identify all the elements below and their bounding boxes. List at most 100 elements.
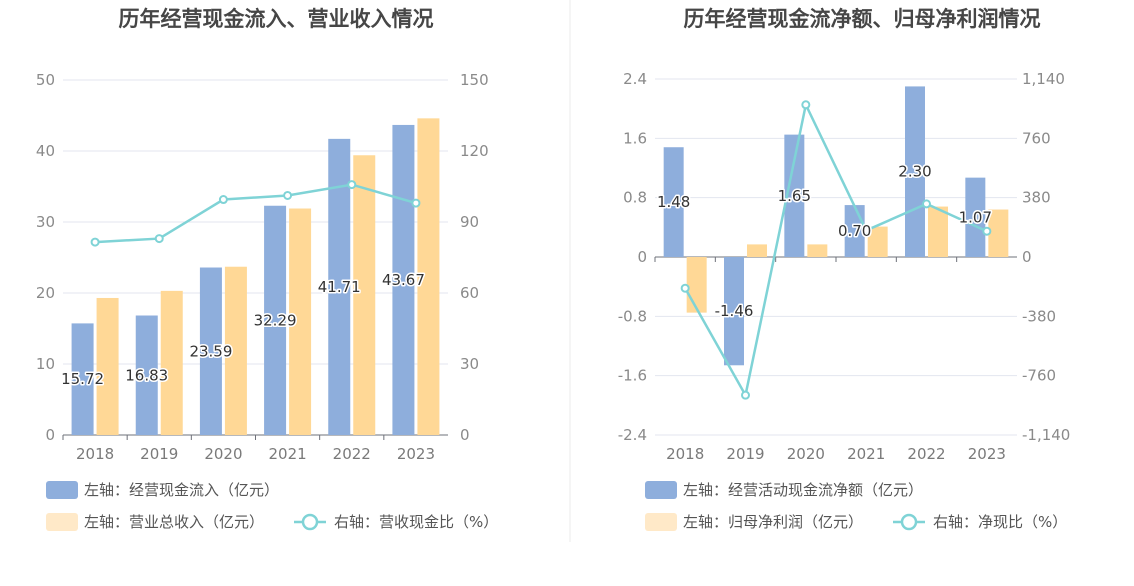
x-axis-tick-label: 2021	[268, 445, 306, 463]
legend-swatch	[46, 513, 78, 531]
cash-bar	[264, 205, 287, 435]
bar-data-label: 1.65	[778, 187, 811, 205]
net-cash-bar	[663, 147, 684, 257]
right-axis-tick-label: 760	[1022, 129, 1051, 147]
right-axis-tick-label: 30	[460, 355, 479, 373]
chart-title: 历年经营现金流净额、归母净利润情况	[684, 7, 1041, 31]
net-profit-bar	[867, 226, 888, 257]
x-axis-tick-label: 2019	[726, 445, 764, 463]
left-axis-tick-label: 2.4	[623, 70, 647, 88]
right-axis-tick-label: -1,140	[1022, 426, 1070, 444]
cash-bar	[392, 124, 415, 436]
x-axis-tick-label: 2018	[666, 445, 704, 463]
bar-data-label: 43.67	[382, 271, 425, 289]
x-axis-tick-label: 2023	[968, 445, 1006, 463]
cash-bar	[135, 315, 158, 435]
x-axis-tick-label: 2018	[76, 445, 114, 463]
left-axis-tick-label: 0	[637, 248, 647, 266]
left-axis-tick-label: 30	[36, 213, 55, 231]
ratio-point	[680, 283, 690, 293]
ratio-point	[982, 226, 992, 236]
legend-label: 左轴：经营现金流入（亿元）	[84, 481, 279, 499]
cash-bar	[199, 267, 222, 435]
chart-title: 历年经营现金流入、营业收入情况	[119, 7, 434, 31]
legend-line-marker	[301, 513, 319, 531]
right-axis-tick-label: 0	[460, 426, 470, 444]
left-axis-tick-label: 1.6	[623, 129, 647, 147]
bar-data-label: 15.72	[61, 370, 104, 388]
bar-data-label: 23.59	[189, 342, 232, 360]
ratio-point	[922, 199, 931, 209]
ratio-point	[154, 234, 164, 244]
net-cash-bar	[784, 134, 805, 257]
bar-data-label: -1.46	[715, 302, 754, 320]
ratio-point	[90, 237, 100, 247]
revenue-bar	[96, 297, 119, 435]
right-axis-tick-label: 380	[1022, 189, 1051, 207]
bar-data-label: 32.29	[254, 311, 297, 329]
legend-label: 左轴：归母净利润（亿元）	[683, 513, 863, 531]
legend-label: 右轴：净现比（%）	[933, 513, 1067, 531]
right-axis-tick-label: -760	[1022, 367, 1056, 385]
cash-bar	[328, 138, 351, 435]
revenue-bar	[160, 290, 183, 435]
net-profit-bar	[928, 206, 948, 257]
ratio-point	[218, 195, 228, 205]
left-axis-tick-label: -2.4	[618, 426, 647, 444]
ratio-line	[684, 100, 988, 399]
left-axis-tick-label: -1.6	[618, 367, 647, 385]
cash-bar	[71, 323, 94, 435]
right-axis-tick-label: -380	[1022, 307, 1056, 325]
legend-label: 左轴：营业总收入（亿元）	[84, 513, 264, 531]
ratio-point	[801, 100, 811, 110]
right-axis-tick-label: 60	[460, 284, 479, 302]
ratio-point	[411, 198, 421, 208]
bar-data-label: 41.71	[318, 278, 361, 296]
legend-label: 右轴：营收现金比（%）	[334, 513, 498, 531]
left-axis-tick-label: -0.8	[618, 307, 647, 325]
net-profit-bar	[988, 209, 1009, 257]
left-axis-tick-label: 50	[36, 71, 55, 89]
left-axis-tick-label: 40	[36, 142, 55, 160]
revenue-bar	[417, 118, 440, 435]
legend-label: 左轴：经营活动现金流净额（亿元）	[683, 481, 923, 499]
right-axis-tick-label: 1,140	[1022, 70, 1065, 88]
left-axis-tick-label: 20	[36, 284, 55, 302]
x-axis-tick-label: 2022	[907, 445, 945, 463]
ratio-point	[741, 390, 750, 400]
chart-panel-2: 历年经营现金流净额、归母净利润情况 -2.4 -1.6 -0.8 0 0.8 1.6 2.4 -…	[618, 7, 1070, 531]
revenue-bar	[289, 208, 312, 435]
bar-data-label: 1.07	[959, 208, 992, 226]
right-axis-tick-label: 150	[460, 71, 489, 89]
right-axis-tick-label: 120	[460, 142, 489, 160]
x-axis-tick-label: 2023	[397, 445, 435, 463]
revenue-bar	[224, 266, 247, 435]
ratio-point	[347, 180, 357, 190]
net-profit-bar	[686, 257, 707, 313]
left-axis-tick-label: 10	[36, 355, 55, 373]
chart-panel-1: 历年经营现金流入、营业收入情况 0 10 20 30 40 50 0 30 60 90 120 150 2…	[36, 7, 498, 531]
net-profit-bar	[747, 244, 767, 257]
net-cash-bar	[905, 86, 925, 258]
x-axis-tick-label: 2020	[787, 445, 825, 463]
x-axis-tick-label: 2022	[333, 445, 371, 463]
legend-swatch	[46, 481, 78, 499]
revenue-bar	[353, 155, 376, 435]
legend-swatch	[645, 481, 677, 499]
ratio-line	[95, 183, 417, 244]
x-axis-tick-label: 2019	[140, 445, 178, 463]
net-cash-bar	[724, 257, 744, 366]
legend-line-marker	[900, 513, 918, 531]
bar-data-label: 2.30	[898, 163, 931, 181]
bar-data-label: 1.48	[657, 193, 690, 211]
legend-swatch	[645, 513, 677, 531]
right-axis-tick-label: 0	[1022, 248, 1032, 266]
net-profit-bar	[807, 244, 828, 257]
left-axis-tick-label: 0	[45, 426, 55, 444]
bar-data-label: 16.83	[125, 366, 168, 384]
ratio-point	[861, 225, 871, 235]
net-cash-bar	[965, 177, 986, 257]
x-axis-tick-label: 2020	[204, 445, 242, 463]
